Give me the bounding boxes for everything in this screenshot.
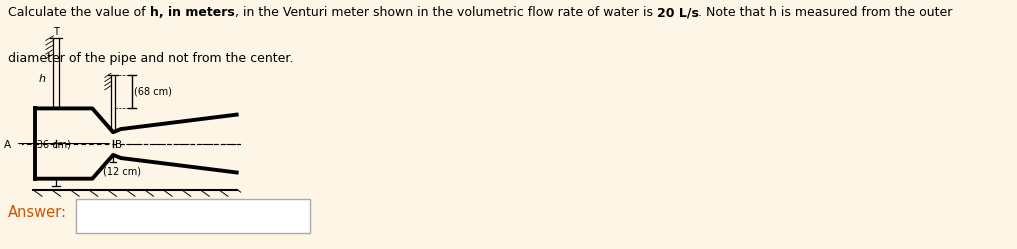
- Text: B: B: [115, 140, 122, 150]
- Text: Answer:: Answer:: [8, 205, 67, 220]
- Text: (36 cm): (36 cm): [34, 140, 71, 150]
- Text: T: T: [53, 27, 59, 37]
- Text: in meters: in meters: [168, 6, 235, 19]
- Text: (12 cm): (12 cm): [103, 166, 141, 176]
- Text: . Note that h is measured from the outer: . Note that h is measured from the outer: [699, 6, 953, 19]
- Text: Calculate the value of: Calculate the value of: [8, 6, 149, 19]
- Text: , in the Venturi meter shown in the volumetric flow rate of water is: , in the Venturi meter shown in the volu…: [235, 6, 657, 19]
- FancyBboxPatch shape: [76, 199, 310, 233]
- Text: diameter of the pipe and not from the center.: diameter of the pipe and not from the ce…: [8, 52, 294, 65]
- Text: (68 cm): (68 cm): [134, 87, 172, 97]
- Text: h,: h,: [149, 6, 168, 19]
- Text: 20 L/s: 20 L/s: [657, 6, 699, 19]
- Text: h: h: [39, 74, 46, 84]
- Text: A: A: [4, 140, 11, 150]
